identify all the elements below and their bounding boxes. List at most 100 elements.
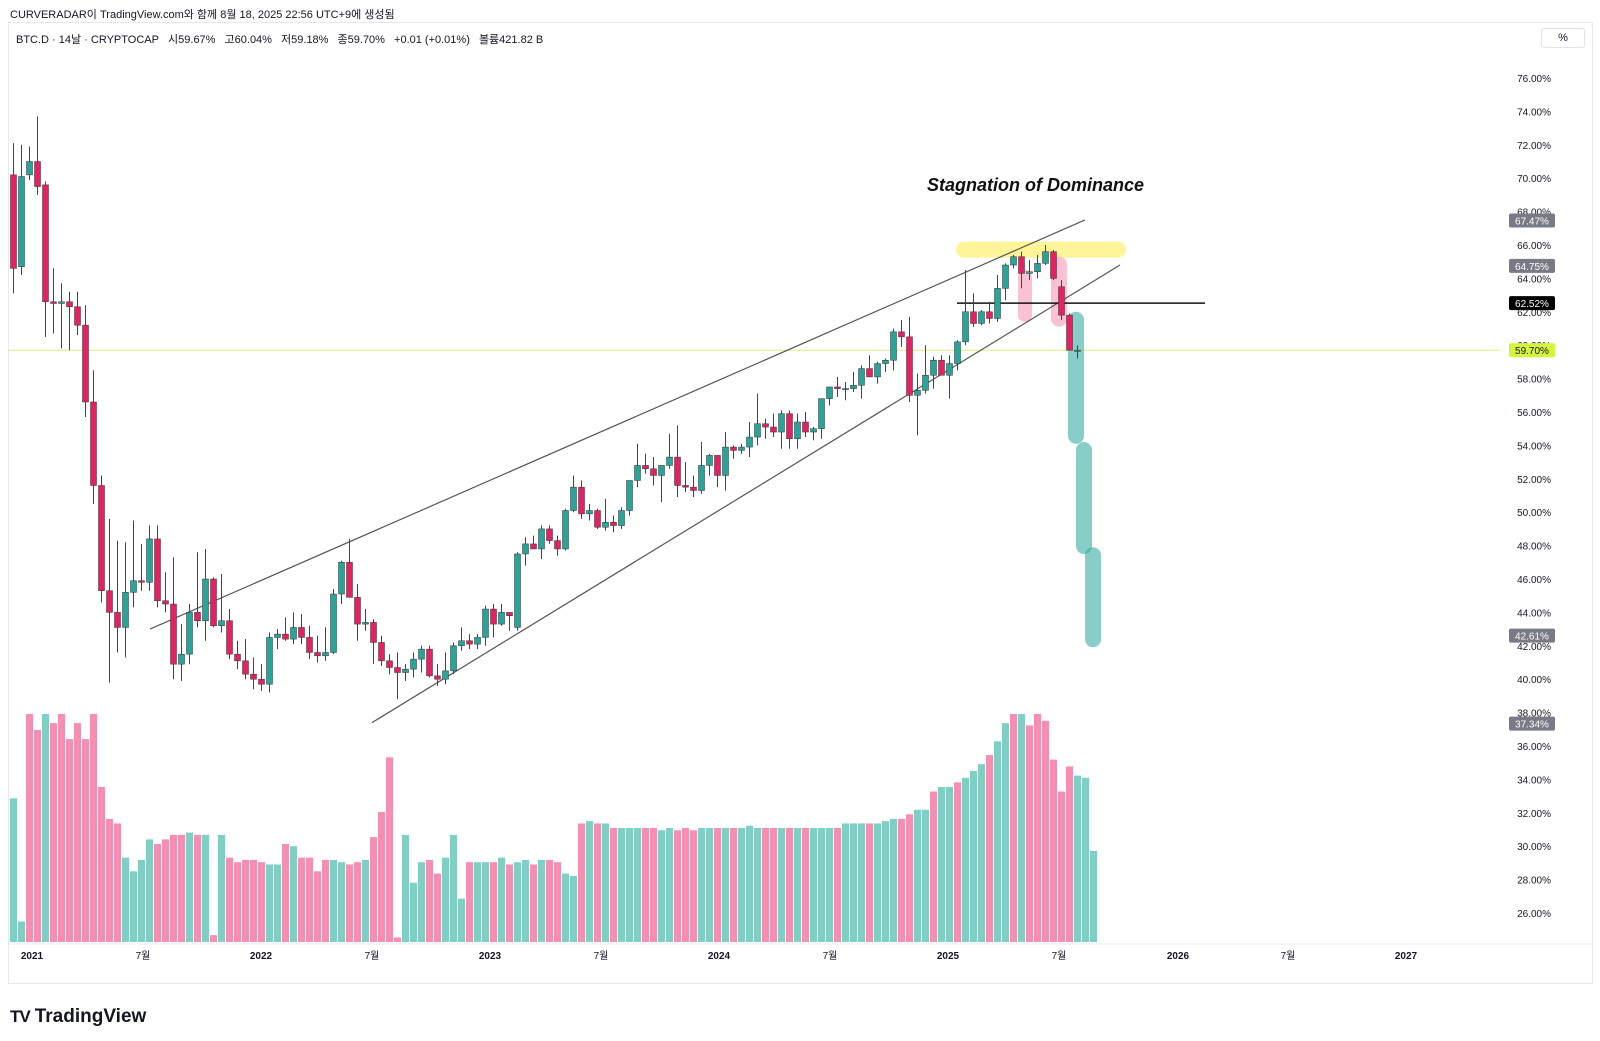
volume-bar [778, 828, 785, 942]
candle-body [1050, 251, 1057, 279]
candle-body [570, 486, 577, 511]
candle-body [1074, 349, 1081, 352]
volume-bar [706, 828, 713, 942]
candle-body [82, 324, 89, 403]
candle-body [26, 161, 33, 176]
volume-bar [978, 764, 985, 942]
volume-bar [930, 791, 937, 942]
legend-close: 종59.70% [337, 34, 385, 46]
candle-body [738, 446, 745, 451]
volume-bar [146, 839, 153, 942]
volume-bar [650, 828, 657, 942]
candle-body [234, 653, 241, 662]
price-axis-tick: 36.00% [1517, 742, 1551, 753]
volume-bar [1082, 777, 1089, 942]
candle-body [194, 612, 201, 622]
volume-bar [522, 859, 529, 942]
candle-body [594, 510, 601, 528]
volume-bar [714, 828, 721, 942]
candle-body [890, 331, 897, 361]
volume-bar [226, 857, 233, 942]
volume-bar [434, 873, 441, 942]
price-axis-tick: 44.00% [1517, 608, 1551, 619]
candle-body [426, 648, 433, 677]
lower-trendline [371, 264, 1121, 724]
volume-bar [954, 782, 961, 942]
volume-bar [634, 828, 641, 942]
candle-body [474, 637, 481, 645]
candle-body [1066, 314, 1073, 351]
price-badge-label: 42.61% [1515, 632, 1549, 643]
candle-body [322, 652, 329, 657]
candle-body [906, 336, 913, 396]
candle-body [290, 627, 297, 640]
price-badge-label: 64.75% [1515, 262, 1549, 273]
price-badge-label: 62.52% [1515, 299, 1549, 310]
candle-body [770, 426, 777, 433]
candle-body [354, 597, 361, 625]
price-badge-bg [1509, 628, 1555, 643]
volume-bar [514, 862, 521, 942]
candle-body [634, 465, 641, 481]
candle-body [842, 388, 849, 391]
volume-bar [370, 837, 377, 942]
volume-bar [1058, 791, 1065, 942]
price-axis-tick: 48.00% [1517, 542, 1551, 553]
volume-bar [850, 823, 857, 942]
volume-bar [426, 859, 433, 942]
volume-bar [754, 828, 761, 942]
volume-bar [242, 859, 249, 942]
volume-bar [186, 832, 193, 942]
volume-bar [826, 828, 833, 942]
time-axis-tick: 2024 [708, 951, 731, 962]
candle-body [554, 540, 561, 550]
price-badge-label: 67.47% [1515, 216, 1549, 227]
price-axis-tick: 68.00% [1517, 208, 1551, 219]
volume-bar [202, 834, 209, 942]
price-badge-bg [1509, 716, 1555, 731]
candle-body [898, 331, 905, 338]
projection-leg [1076, 442, 1092, 555]
volume-bar [1090, 850, 1097, 942]
candle-body [1042, 251, 1049, 264]
volume-bar [82, 739, 89, 942]
price-axis-tick: 64.00% [1517, 274, 1551, 285]
volume-bar [234, 862, 241, 942]
volume-bar [738, 828, 745, 942]
time-axis-tick: 7월 [1281, 950, 1296, 962]
candle-body [602, 521, 609, 528]
price-axis-tick: 70.00% [1517, 174, 1551, 185]
candle-body [730, 446, 737, 451]
candle-body [74, 306, 81, 326]
candle-body [370, 622, 377, 643]
time-axis-tick: 2025 [937, 951, 960, 962]
candle-body [978, 311, 985, 324]
volume-bar [962, 777, 969, 942]
volume-bar [170, 834, 177, 942]
candle-body [818, 398, 825, 429]
volume-bar [218, 834, 225, 942]
candle-body [434, 675, 441, 680]
volume-bar [26, 714, 33, 942]
volume-bar [194, 834, 201, 942]
candle-body [10, 174, 17, 269]
time-axis-tick: 2021 [21, 951, 44, 962]
candle-body [994, 288, 1001, 319]
candle-body [1026, 271, 1033, 274]
candle-body [498, 612, 505, 625]
volume-bar [506, 864, 513, 942]
candle-body [562, 510, 569, 550]
price-axis-tick: 76.00% [1517, 74, 1551, 85]
volume-bar [178, 834, 185, 942]
legend-symbol[interactable]: BTC.D · 14날 · CRYPTOCAP [16, 34, 159, 46]
volume-bar [298, 857, 305, 942]
volume-bar [114, 823, 121, 942]
price-badge-bg [1509, 258, 1555, 273]
percent-scale-button[interactable]: % [1541, 28, 1585, 48]
volume-bar [98, 786, 105, 942]
volume-bar [946, 786, 953, 942]
candle-body [586, 510, 593, 515]
volume-bar [154, 843, 161, 942]
candle-body [402, 668, 409, 673]
